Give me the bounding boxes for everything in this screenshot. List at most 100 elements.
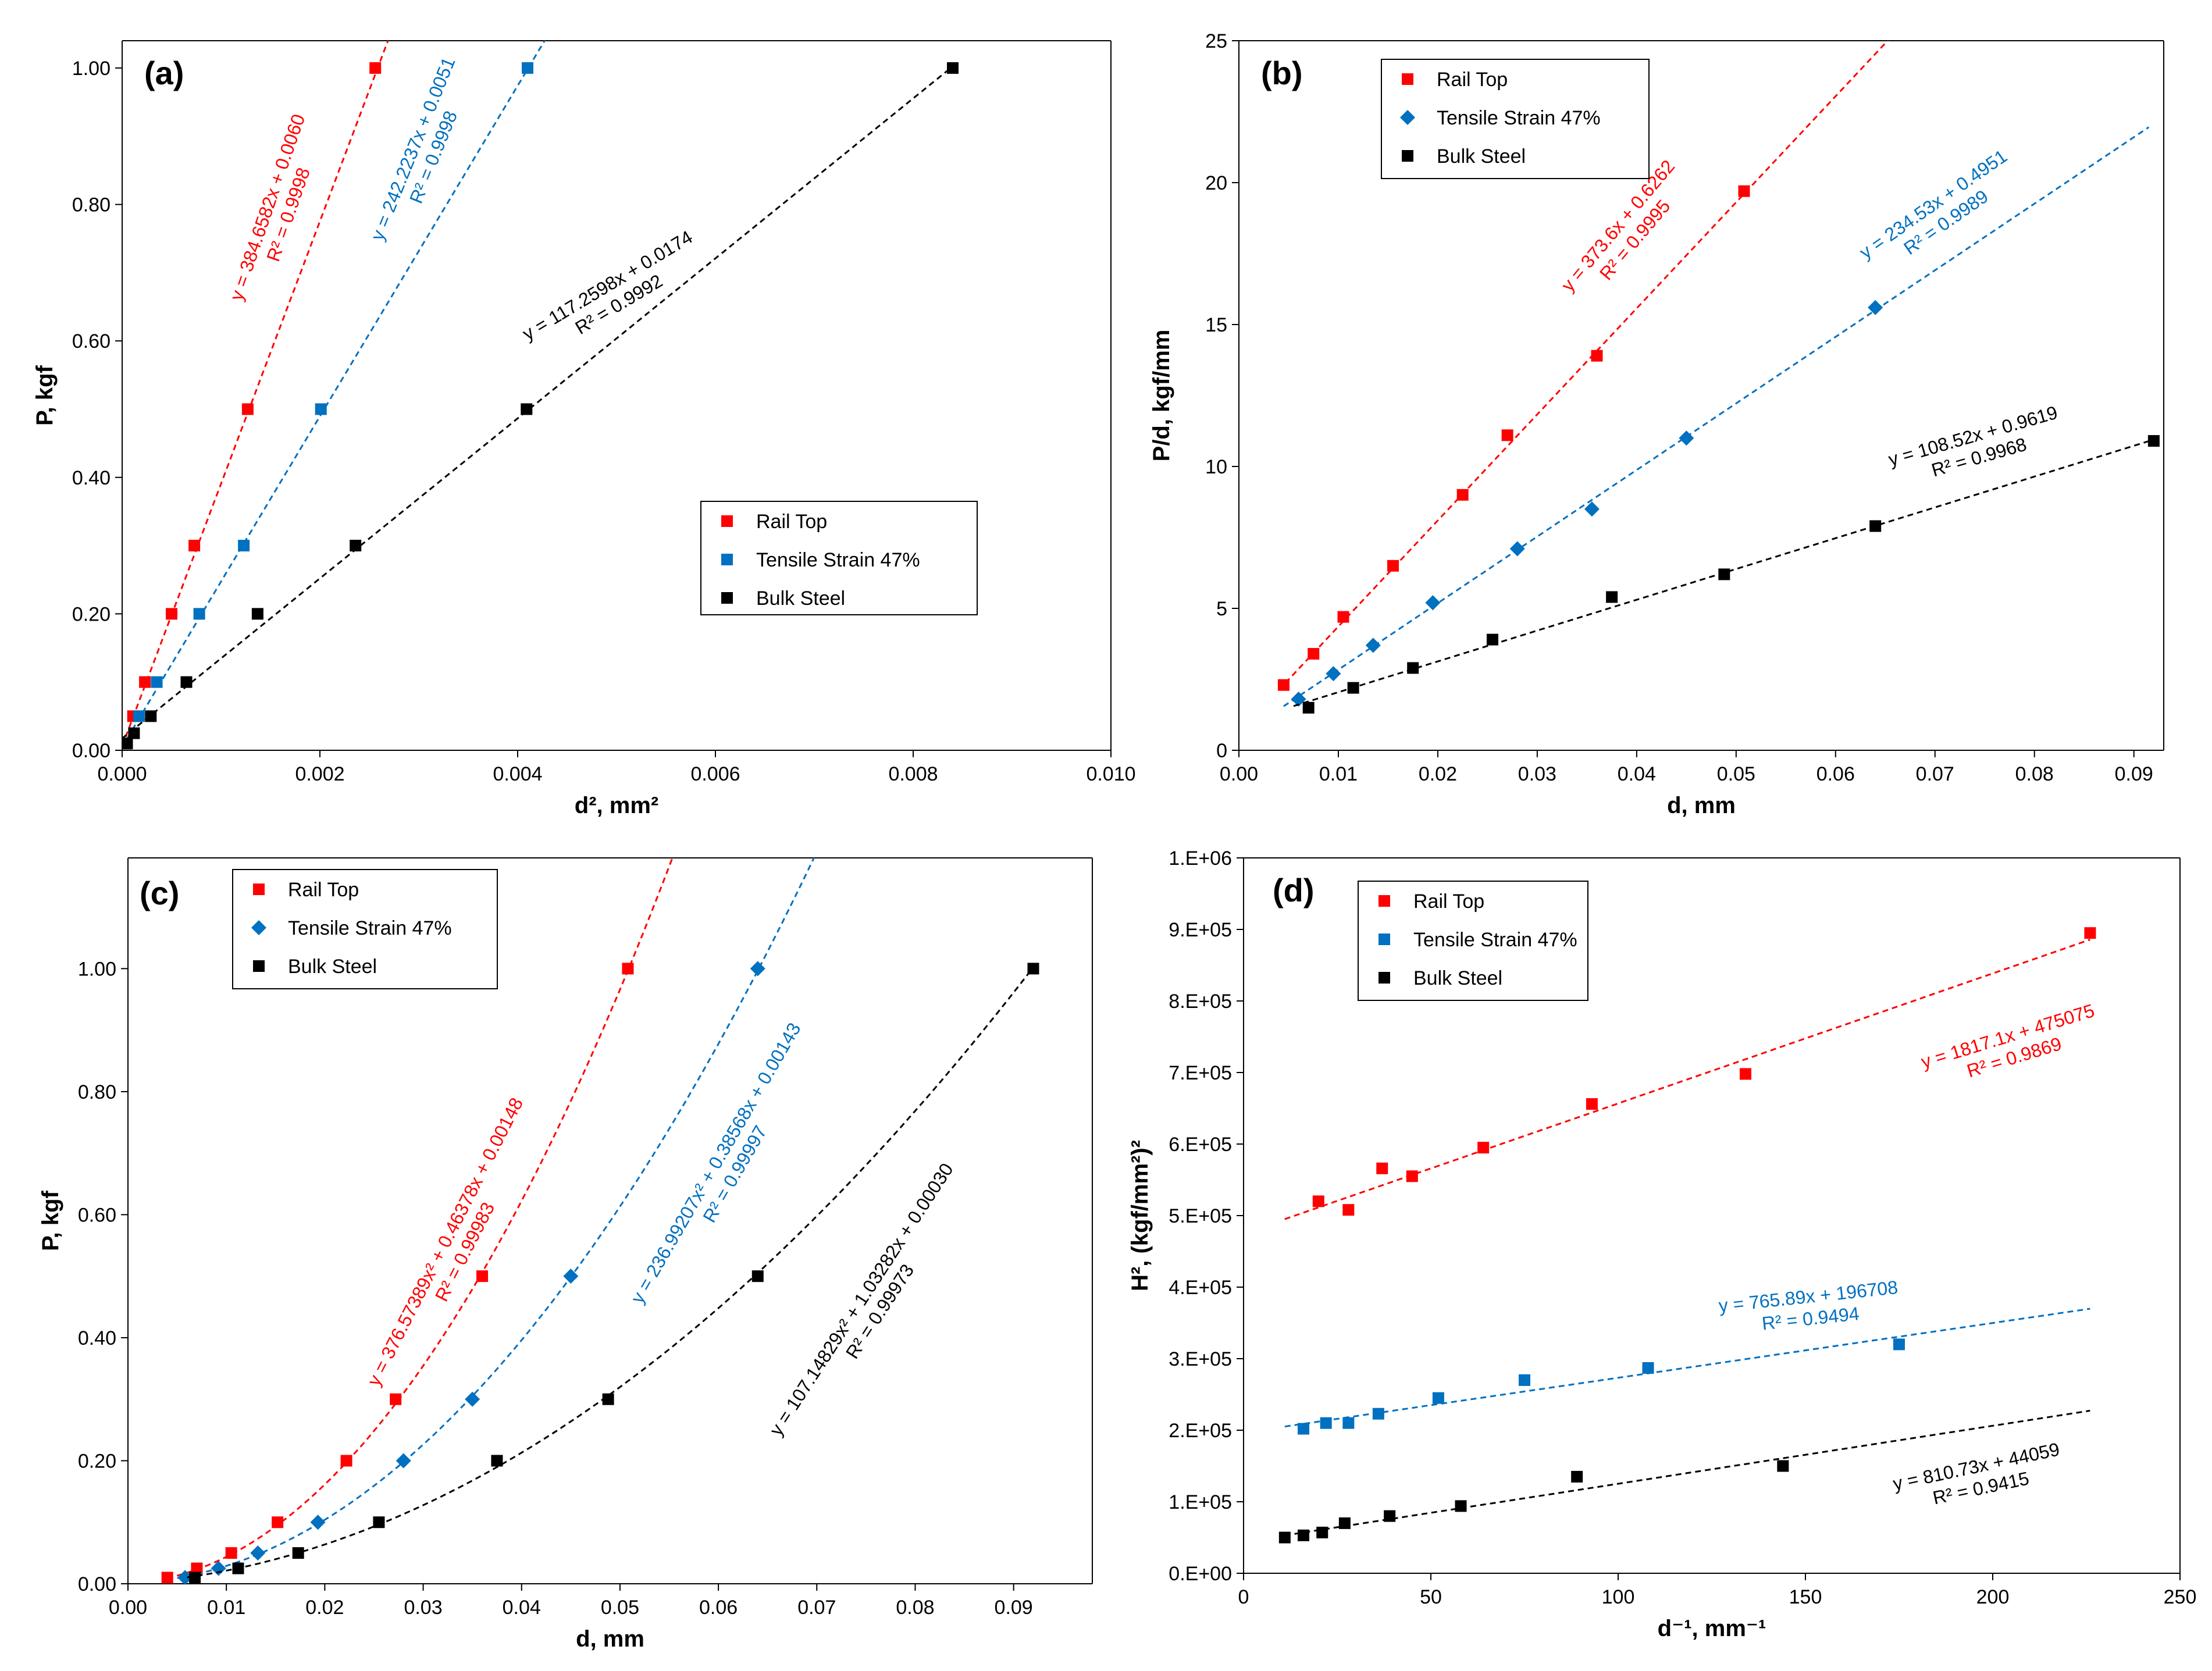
y-tick-label: 20: [1205, 172, 1227, 194]
legend-marker: [1379, 972, 1390, 984]
legend-label: Bulk Steel: [756, 587, 845, 610]
trendline-rail-top: [122, 41, 389, 747]
data-point: [1387, 560, 1399, 572]
x-tick-label: 0.04: [1618, 763, 1656, 785]
data-point: [1432, 1392, 1444, 1404]
legend-label: Bulk Steel: [1437, 145, 1526, 168]
data-point: [465, 1391, 480, 1407]
y-tick-label: 6.E+05: [1169, 1134, 1232, 1156]
panel-label: (c): [140, 875, 179, 911]
data-point: [1679, 430, 1694, 446]
data-point: [521, 403, 533, 415]
trendline-bulk-steel: [122, 65, 953, 739]
data-point: [1869, 520, 1882, 532]
y-axis-title: P/d, kgf/mm: [1149, 330, 1174, 462]
data-point: [476, 1270, 489, 1282]
y-tick-label: 15: [1205, 314, 1227, 336]
y-tick-label: 0.40: [72, 467, 111, 489]
data-point: [133, 710, 145, 722]
y-axis-title: H², (kgf/mm²)²: [1127, 1140, 1153, 1291]
legend-marker: [253, 883, 265, 895]
legend: Rail Top Tensile Strain 47% Bulk Steel: [1381, 59, 1650, 179]
data-point: [1893, 1338, 1905, 1351]
x-tick-label: 0.01: [1319, 763, 1358, 785]
data-point: [1376, 1162, 1388, 1174]
data-point: [350, 540, 362, 552]
data-point: [151, 676, 163, 688]
data-point: [128, 727, 140, 739]
y-tick-label: 9.E+05: [1169, 919, 1232, 941]
x-tick-label: 0.004: [493, 763, 542, 785]
y-tick-label: 0.60: [78, 1204, 116, 1226]
x-tick-label: 0.02: [1419, 763, 1457, 785]
x-tick-label: 0.05: [601, 1597, 639, 1619]
x-tick-label: 250: [2164, 1586, 2197, 1608]
y-tick-label: 0.80: [72, 194, 111, 216]
trendline-tensile-strain-47-: [1283, 126, 2150, 707]
data-point: [1342, 1417, 1355, 1429]
data-point: [522, 62, 533, 74]
data-point: [1606, 591, 1618, 603]
y-tick-label: 0: [1216, 740, 1227, 762]
data-point: [1338, 1517, 1351, 1529]
trendline-rail-top: [1278, 41, 1889, 691]
y-axis-title: P, kgf: [38, 1190, 63, 1250]
legend-marker: [1402, 150, 1413, 162]
x-axis-title: d, mm: [1667, 793, 1736, 818]
data-point: [211, 1560, 226, 1576]
legend-label: Rail Top: [288, 879, 359, 901]
legend-label: Bulk Steel: [1413, 967, 1502, 989]
x-tick-label: 0.09: [995, 1597, 1033, 1619]
legend-box: [1381, 59, 1650, 179]
y-tick-label: 0.20: [78, 1450, 116, 1472]
trendline-bulk-steel: [1284, 1409, 2090, 1537]
x-tick-label: 0.00: [1220, 763, 1258, 785]
x-tick-label: 50: [1420, 1586, 1442, 1608]
data-point: [250, 1545, 266, 1561]
data-point: [2084, 927, 2096, 939]
data-point: [1342, 1204, 1355, 1216]
data-point: [947, 62, 959, 74]
y-tick-label: 1.00: [72, 58, 111, 80]
y-tick-label: 0.00: [72, 740, 111, 762]
data-point: [1777, 1460, 1789, 1472]
x-tick-label: 0.03: [404, 1597, 442, 1619]
data-point: [1337, 611, 1349, 623]
data-point: [602, 1393, 614, 1405]
legend-marker: [1379, 895, 1390, 907]
data-point: [177, 1570, 193, 1584]
legend-label: Tensile Strain 47%: [288, 917, 452, 939]
data-point: [241, 403, 254, 415]
y-tick-label: 0.60: [72, 330, 111, 352]
y-tick-label: 5: [1216, 598, 1227, 620]
data-point: [193, 608, 205, 620]
data-point: [1298, 1423, 1310, 1435]
legend-label: Tensile Strain 47%: [1413, 929, 1577, 951]
data-point: [1027, 963, 1039, 975]
trendline-rail-top: [167, 858, 674, 1579]
x-tick-label: 0: [1238, 1586, 1249, 1608]
y-tick-label: 0.80: [78, 1081, 116, 1103]
data-point: [166, 608, 177, 620]
x-tick-label: 0.06: [699, 1597, 738, 1619]
legend-marker: [1402, 73, 1413, 85]
plot-area: [1277, 41, 2160, 714]
data-point: [1486, 633, 1498, 646]
data-point: [1407, 662, 1419, 674]
x-tick-label: 0.002: [295, 763, 344, 785]
data-point: [396, 1453, 411, 1469]
data-point: [188, 540, 201, 552]
trendline-rail-top: [1284, 939, 2090, 1220]
data-point: [1455, 1500, 1467, 1512]
legend-label: Rail Top: [1437, 69, 1508, 91]
legend: Rail Top Tensile Strain 47% Bulk Steel: [700, 501, 978, 615]
y-axis-title: P, kgf: [32, 365, 58, 425]
data-point: [373, 1516, 385, 1529]
data-point: [1384, 1510, 1396, 1522]
x-tick-label: 0.00: [109, 1597, 147, 1619]
y-tick-label: 8.E+05: [1169, 991, 1232, 1013]
x-tick-label: 0.006: [690, 763, 740, 785]
data-point: [1277, 679, 1290, 691]
